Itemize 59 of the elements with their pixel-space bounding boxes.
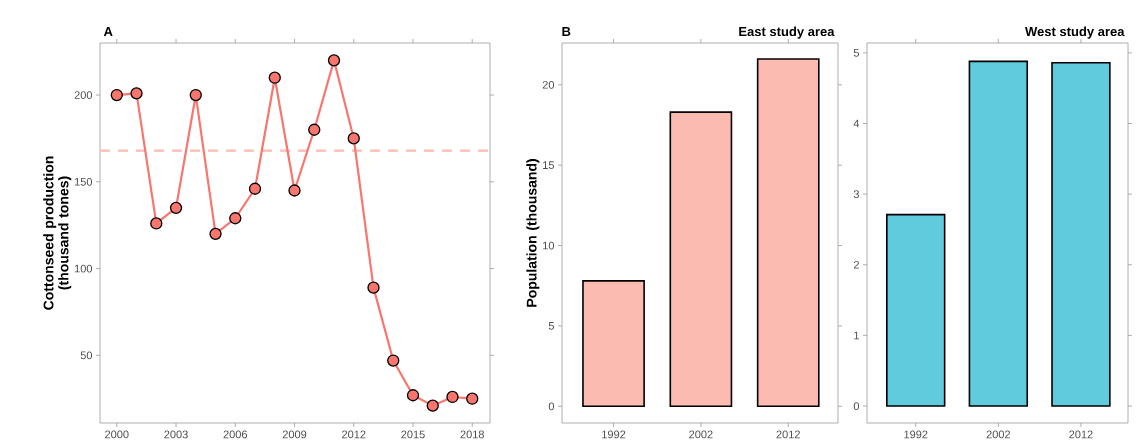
y-tick-label: 200 [74,91,93,99]
y-tick-label: 0 [853,402,860,410]
bar [886,213,946,407]
x-tick-label: 2000 [105,430,129,439]
point [110,88,123,102]
x-tick-label: 2006 [223,430,248,439]
x-tick-label: 2018 [460,430,484,439]
bar [582,280,645,408]
point [169,201,183,214]
x-tick-label: 2012 [1069,430,1093,439]
point [446,390,459,404]
y-tick-label: 5 [548,322,554,330]
point [347,132,360,145]
bar [1051,61,1111,407]
chart-title: A [103,27,113,36]
x-tick-label: 2002 [689,430,713,439]
x-tick-label: 2012 [342,430,366,439]
x-tick-label: 2012 [776,430,800,439]
point [387,354,400,367]
point [466,392,479,405]
y-tick-label: 10 [543,241,555,250]
x-tick-label: 1992 [602,430,626,439]
point [308,123,321,136]
y-tick-label: 4 [853,119,860,128]
bar [669,111,733,408]
point [150,217,163,230]
x-tick-label: 2009 [282,430,307,439]
y-tick-label: 150 [74,177,93,186]
y-tick-label: 15 [543,161,554,169]
point [268,71,281,84]
x-tick-label: 1992 [904,430,928,439]
y-tick-label: 20 [542,80,555,89]
point [406,389,420,402]
y-tick-label: 5 [853,49,860,57]
point [229,212,242,225]
point [130,87,143,100]
point [248,182,262,195]
x-tick-label: 2003 [164,430,188,439]
x-tick-label: 2002 [986,430,1011,439]
y-tick-label: 50 [80,351,93,360]
y-tick-label: 0 [548,402,555,411]
x-tick-label: 2015 [401,430,425,439]
bar [968,60,1029,407]
y-tick-label: 100 [74,264,93,273]
point [327,54,341,67]
y-tick-label: 2 [853,260,859,269]
y-axis-title: Population (thousand) [526,159,540,307]
y-tick-label: 3 [853,190,859,199]
point [426,399,439,412]
chart-title: East study area [739,26,835,39]
point [209,227,222,241]
y-axis-title: Cottonseed production (thousand tones) [43,156,72,310]
bar [756,58,820,408]
text: B [562,27,571,36]
point [367,281,380,294]
point [288,184,301,197]
y-tick-label: 1 [854,331,859,340]
chart-title: West study area [1025,26,1125,39]
point [189,88,202,102]
